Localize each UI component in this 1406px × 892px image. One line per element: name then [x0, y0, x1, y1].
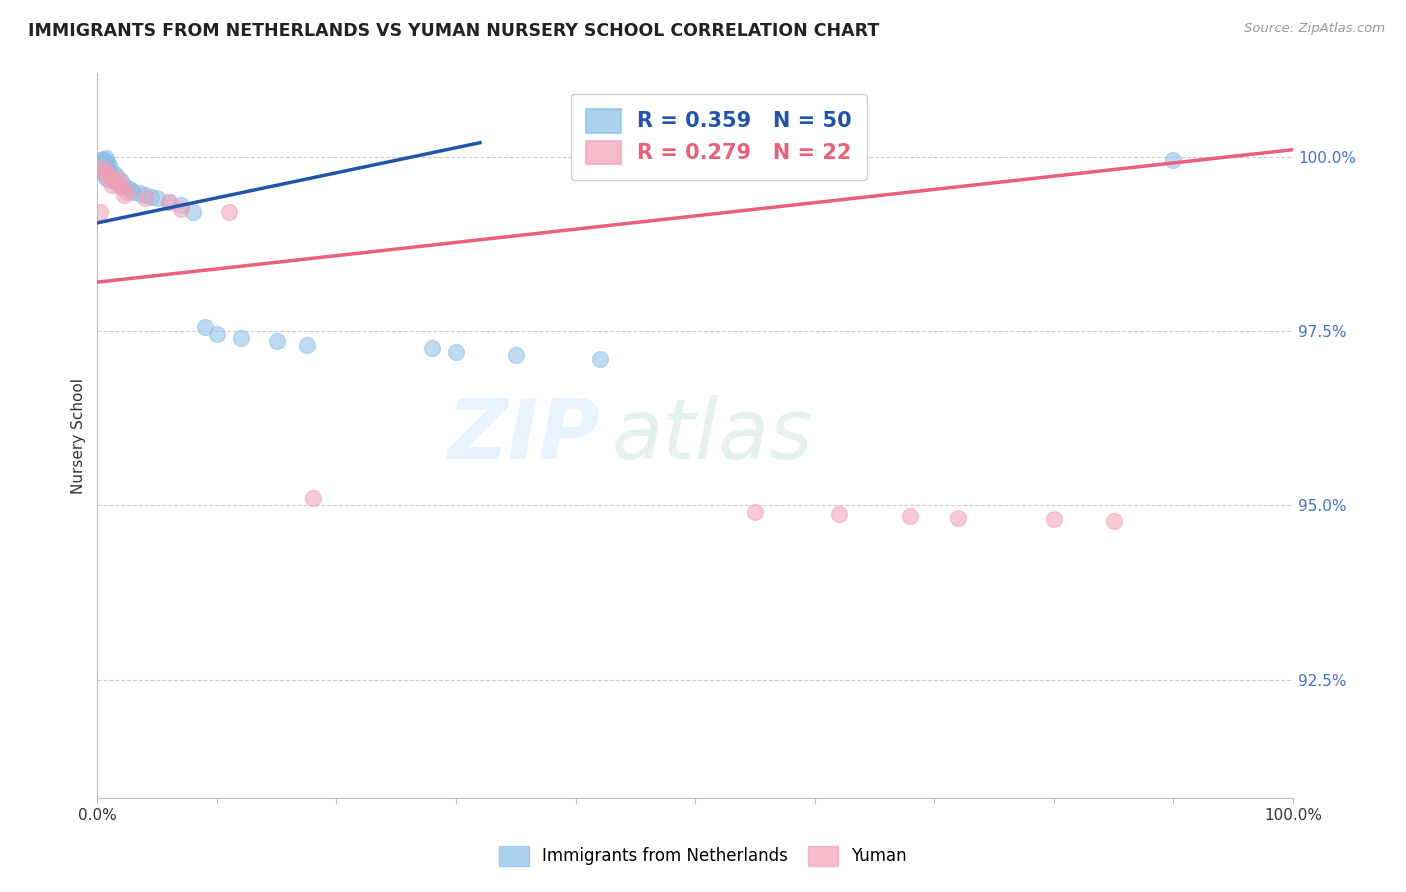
Point: [295, 338, 318, 352]
Point: [218, 205, 240, 219]
Point: [91, 156, 114, 170]
Point: [96, 155, 118, 169]
Point: [110, 174, 132, 188]
Point: [205, 327, 228, 342]
Point: [103, 174, 125, 188]
Point: [101, 172, 124, 186]
Text: Source: ZipAtlas.com: Source: ZipAtlas.com: [1244, 22, 1385, 36]
Point: [110, 178, 132, 193]
Point: [122, 185, 145, 199]
Legend: Immigrants from Netherlands, Yuman: Immigrants from Netherlands, Yuman: [485, 832, 921, 880]
Point: [898, 508, 921, 523]
Point: [93, 155, 115, 169]
Point: [98, 167, 121, 181]
Point: [93, 165, 115, 179]
Point: [97, 163, 120, 178]
Point: [1043, 512, 1066, 526]
Point: [948, 510, 970, 524]
Point: [91, 162, 114, 177]
Point: [93, 167, 115, 181]
Point: [89, 158, 111, 172]
Point: [98, 170, 121, 185]
Point: [100, 170, 122, 185]
Point: [194, 320, 217, 334]
Point: [134, 188, 156, 202]
Point: [100, 169, 122, 183]
Point: [100, 178, 122, 192]
Point: [120, 183, 142, 197]
Point: [588, 351, 610, 366]
Point: [96, 167, 118, 181]
Point: [266, 334, 288, 349]
Point: [90, 160, 112, 174]
Point: [112, 188, 135, 202]
Point: [108, 172, 131, 186]
Point: [157, 194, 180, 209]
Point: [420, 342, 443, 356]
Point: [229, 331, 252, 345]
Point: [104, 167, 127, 181]
Text: IMMIGRANTS FROM NETHERLANDS VS YUMAN NURSERY SCHOOL CORRELATION CHART: IMMIGRANTS FROM NETHERLANDS VS YUMAN NUR…: [28, 22, 879, 40]
Point: [157, 194, 180, 209]
Point: [505, 348, 527, 362]
Point: [115, 185, 138, 199]
Point: [1163, 153, 1185, 168]
Point: [91, 160, 114, 174]
Point: [104, 174, 127, 188]
Point: [98, 158, 121, 172]
Point: [96, 167, 118, 181]
Y-axis label: Nursery School: Nursery School: [72, 377, 86, 493]
Point: [128, 186, 150, 200]
Point: [744, 505, 766, 519]
Point: [94, 160, 117, 174]
Point: [90, 155, 112, 169]
Point: [97, 172, 120, 186]
Point: [108, 178, 131, 192]
Point: [94, 170, 117, 185]
Point: [141, 190, 163, 204]
Point: [134, 192, 156, 206]
Point: [170, 198, 193, 212]
Point: [146, 192, 169, 206]
Point: [301, 491, 323, 506]
Point: [91, 153, 114, 168]
Point: [115, 181, 138, 195]
Legend: R = 0.359   N = 50, R = 0.279   N = 22: R = 0.359 N = 50, R = 0.279 N = 22: [571, 94, 868, 180]
Point: [827, 507, 849, 521]
Point: [96, 158, 118, 172]
Point: [91, 153, 114, 167]
Point: [112, 178, 135, 193]
Point: [91, 165, 114, 179]
Text: atlas: atlas: [612, 395, 813, 476]
Point: [170, 202, 193, 216]
Point: [105, 169, 128, 183]
Point: [93, 158, 115, 172]
Text: ZIP: ZIP: [447, 395, 599, 476]
Point: [89, 205, 111, 219]
Point: [444, 344, 467, 359]
Point: [94, 151, 117, 165]
Point: [181, 205, 204, 219]
Point: [1102, 514, 1125, 528]
